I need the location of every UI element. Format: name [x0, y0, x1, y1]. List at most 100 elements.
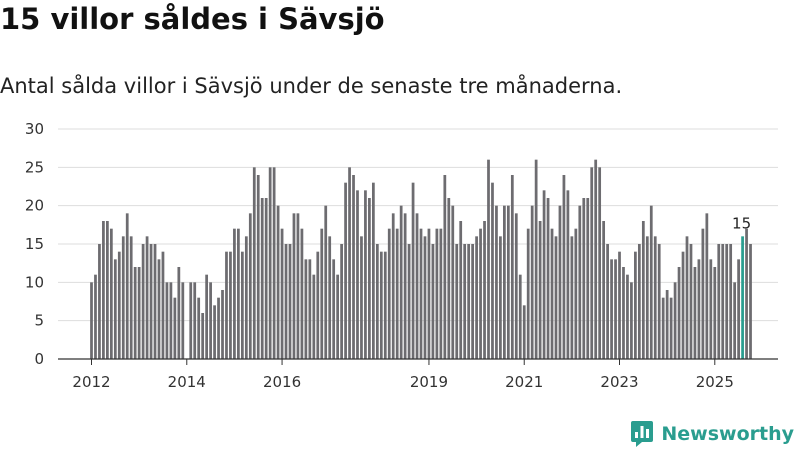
bar — [749, 244, 752, 359]
bar — [475, 236, 478, 359]
bar — [98, 244, 101, 359]
bar — [653, 236, 657, 359]
bar — [344, 182, 347, 359]
bar — [403, 213, 407, 359]
bar — [419, 228, 423, 359]
highlight-bar — [741, 236, 744, 359]
bar — [471, 244, 474, 359]
bar — [284, 244, 288, 359]
bar — [423, 236, 427, 359]
bar — [669, 297, 673, 359]
bar — [510, 175, 514, 359]
bar — [717, 244, 721, 359]
bar — [745, 228, 748, 359]
bar — [546, 198, 550, 359]
bar — [554, 236, 558, 359]
newsworthy-logo-icon — [631, 421, 654, 447]
bar — [173, 297, 177, 359]
bar — [514, 213, 518, 359]
bar — [622, 267, 625, 359]
bar — [213, 305, 216, 359]
bar — [649, 205, 653, 359]
bar — [637, 244, 641, 359]
bar — [709, 259, 713, 359]
bar — [125, 213, 129, 359]
bar — [272, 167, 276, 359]
bar — [356, 190, 359, 359]
bar — [590, 167, 594, 359]
bar — [276, 205, 280, 359]
bar — [483, 221, 486, 359]
bar — [117, 251, 121, 359]
x-tick-label: 2012 — [72, 373, 110, 391]
bar — [737, 259, 740, 359]
bar — [364, 190, 367, 359]
bar — [693, 267, 697, 359]
bar — [145, 236, 149, 359]
bars — [90, 159, 752, 359]
bar — [427, 228, 431, 359]
bar — [499, 236, 502, 359]
bar — [217, 297, 220, 359]
bar — [336, 274, 340, 359]
bar — [288, 244, 292, 359]
bar — [578, 205, 582, 359]
bar — [371, 182, 375, 359]
bar — [379, 251, 383, 359]
bar — [713, 267, 717, 359]
bar — [368, 198, 371, 359]
bar — [260, 198, 264, 359]
x-tick-label: 2016 — [263, 373, 301, 391]
bar — [467, 244, 471, 359]
bar — [360, 236, 363, 359]
bar — [491, 182, 494, 359]
bar — [503, 205, 506, 359]
bar — [630, 282, 633, 359]
bar — [348, 167, 351, 359]
bar — [562, 175, 566, 359]
bar — [244, 236, 248, 359]
bar — [463, 244, 467, 359]
newsworthy-brand: Newsworthy — [630, 420, 794, 448]
bar — [705, 213, 709, 359]
y-tick-label: 0 — [34, 350, 44, 368]
bar — [733, 282, 737, 359]
bar — [233, 228, 236, 359]
x-tick-label: 2023 — [600, 373, 638, 391]
bar — [165, 282, 169, 359]
bar — [459, 221, 463, 359]
bar — [538, 221, 542, 359]
bar — [237, 228, 240, 359]
bar — [332, 259, 336, 359]
bar — [435, 228, 439, 359]
bar — [634, 251, 637, 359]
bar — [598, 167, 602, 359]
bar — [582, 198, 586, 359]
bar — [328, 236, 332, 359]
bar — [626, 274, 629, 359]
brand-name: Newsworthy — [661, 423, 794, 445]
bar — [701, 228, 705, 359]
bar — [268, 167, 272, 359]
y-tick-label: 30 — [25, 120, 44, 138]
bar — [113, 259, 117, 359]
bar — [90, 282, 93, 359]
y-tick-label: 25 — [25, 158, 44, 176]
bar — [169, 282, 173, 359]
bar — [106, 221, 109, 359]
bar — [677, 267, 681, 359]
bar — [641, 221, 645, 359]
bar — [455, 244, 459, 359]
bar — [252, 167, 256, 359]
x-tick-label: 2025 — [696, 373, 734, 391]
bar — [225, 251, 228, 359]
bar — [316, 251, 320, 359]
bar — [121, 236, 125, 359]
bar — [292, 213, 296, 359]
bar — [518, 274, 522, 359]
bar — [205, 274, 209, 359]
bar — [657, 244, 661, 359]
x-tick-label: 2014 — [168, 373, 206, 391]
bar — [447, 198, 451, 359]
x-tick-label: 2021 — [505, 373, 543, 391]
